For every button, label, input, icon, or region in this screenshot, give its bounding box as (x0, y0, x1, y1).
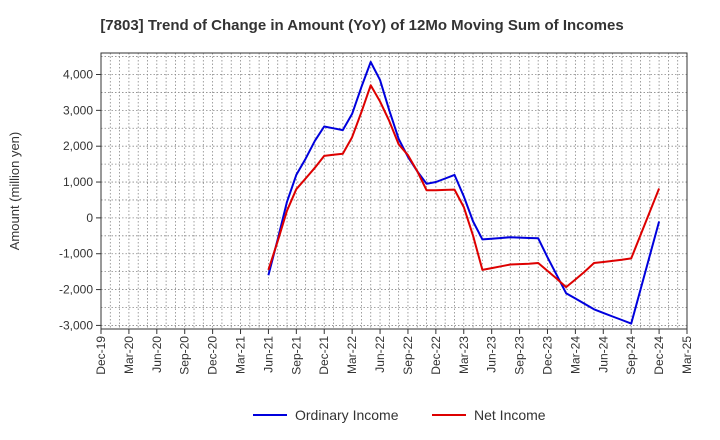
ordinary-income-line (267, 61, 661, 325)
x-tick-label: Sep-20 (178, 336, 192, 375)
x-tick-label: Jun-23 (485, 336, 499, 373)
x-tick-label: Dec-22 (429, 336, 443, 375)
net-income-line (267, 84, 661, 289)
y-tick-label: -1,000 (59, 247, 93, 261)
chart-title: [7803] Trend of Change in Amount (YoY) o… (100, 17, 623, 34)
x-tick-label: Dec-24 (652, 336, 666, 375)
x-tick-label: Mar-23 (457, 336, 471, 374)
x-tick-label: Mar-25 (680, 336, 694, 374)
y-tick-label: -2,000 (59, 283, 93, 297)
x-tick-label: Dec-20 (206, 336, 220, 375)
x-tick-label: Jun-24 (596, 336, 610, 373)
y-tick-label: 0 (86, 211, 93, 225)
x-tick-label: Jun-21 (261, 336, 275, 373)
x-axis-ticks: Dec-19 Mar-20 Jun-20 Sep-20 Dec-20 Mar-21 Jun-… (94, 329, 694, 375)
x-tick-label: Dec-23 (540, 336, 554, 375)
y-axis-ticks: -3,000 -2,000 -1,000 0 1,000 2,000 3,000 4,000 (59, 68, 101, 332)
x-tick-label: Sep-21 (289, 336, 303, 375)
legend: Ordinary Income Net Income (253, 407, 546, 423)
plot-frame (100, 52, 688, 330)
y-tick-label: 3,000 (63, 103, 93, 117)
x-tick-label: Mar-21 (234, 336, 248, 374)
x-tick-label: Mar-24 (568, 336, 582, 374)
x-tick-label: Mar-20 (122, 336, 136, 374)
x-tick-label: Sep-22 (401, 336, 415, 375)
y-tick-label: 2,000 (63, 139, 93, 153)
grid (100, 53, 688, 329)
x-tick-label: Jun-20 (150, 336, 164, 373)
x-tick-label: Dec-19 (94, 336, 108, 375)
y-tick-label: -3,000 (59, 318, 93, 332)
ordinary-income-legend-label: Ordinary Income (295, 407, 399, 423)
x-tick-label: Sep-24 (624, 336, 638, 375)
net-income-legend-label: Net Income (474, 407, 546, 423)
x-tick-label: Sep-23 (513, 336, 527, 375)
series-lines (267, 61, 661, 325)
x-tick-label: Mar-22 (345, 336, 359, 374)
x-tick-label: Jun-22 (373, 336, 387, 373)
x-tick-label: Dec-21 (317, 336, 331, 375)
y-axis-label: Amount (million yen) (7, 132, 22, 251)
y-tick-label: 1,000 (63, 175, 93, 189)
y-tick-label: 4,000 (63, 68, 93, 82)
